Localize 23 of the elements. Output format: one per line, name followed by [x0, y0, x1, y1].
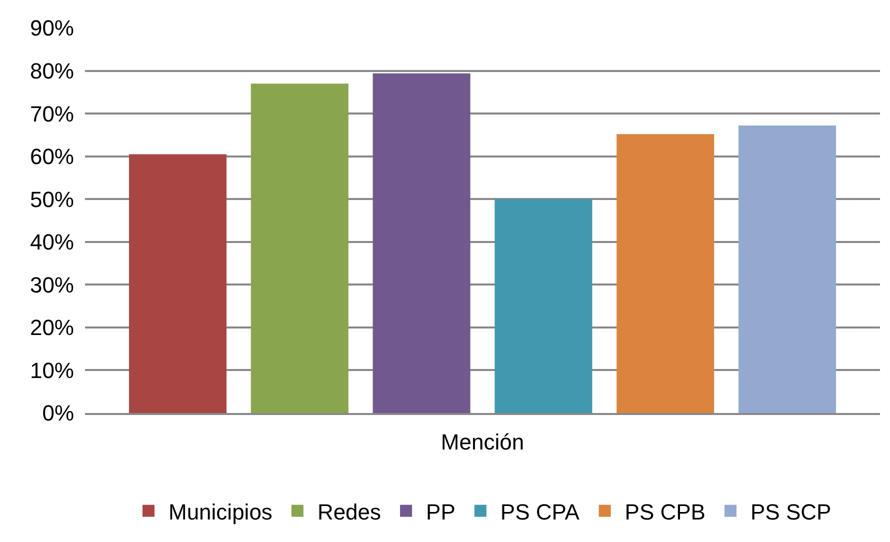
- legend-label: PS SCP: [750, 499, 832, 524]
- y-tick-label: 50%: [30, 186, 74, 212]
- bar: [494, 199, 592, 413]
- y-tick-label: 40%: [30, 230, 74, 255]
- x-tick-label: Mención: [440, 429, 524, 454]
- bar: [250, 84, 348, 413]
- legend-label: PS CPB: [624, 499, 706, 524]
- legend-label: Redes: [317, 499, 382, 524]
- y-tick-label: 30%: [30, 272, 74, 298]
- legend-label: PS CPA: [500, 499, 580, 524]
- y-tick-label: 20%: [30, 315, 74, 340]
- bar: [738, 126, 836, 413]
- y-tick-label: 60%: [30, 144, 74, 170]
- y-tick-label: 70%: [30, 101, 74, 126]
- y-tick-label: 0%: [42, 400, 74, 426]
- y-tick-label: 90%: [30, 16, 74, 41]
- bar: [372, 73, 470, 413]
- legend-label: PP: [426, 499, 456, 524]
- y-tick-label: 10%: [30, 358, 74, 383]
- y-tick-label: 80%: [30, 58, 74, 84]
- bar: [616, 134, 714, 413]
- bar: [128, 154, 227, 413]
- legend-label: Municipios: [168, 499, 272, 524]
